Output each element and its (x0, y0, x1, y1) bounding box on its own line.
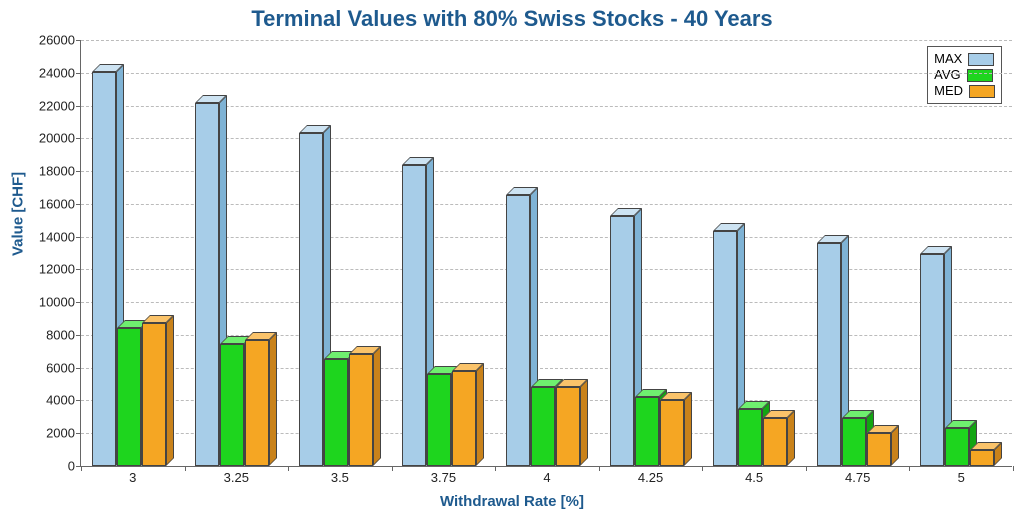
legend-swatch (969, 85, 995, 98)
y-tick-label: 24000 (39, 65, 81, 80)
bar-max (92, 72, 116, 466)
x-tick-label: 3 (129, 466, 136, 485)
bar-max (817, 243, 841, 466)
x-tick-label: 3.25 (224, 466, 249, 485)
y-tick-label: 10000 (39, 295, 81, 310)
x-tick-label: 4.75 (845, 466, 870, 485)
bar-med (349, 354, 373, 466)
x-tick-label: 4.5 (745, 466, 763, 485)
bar-med (245, 340, 269, 466)
bar-med (660, 400, 684, 466)
legend-swatch (968, 53, 994, 66)
y-tick-label: 26000 (39, 33, 81, 48)
bar-max (610, 216, 634, 466)
bar-max (506, 195, 530, 466)
legend-label: AVG (934, 67, 961, 83)
bar-med (763, 418, 787, 466)
plot-area: MAXAVGMED 020004000600080001000012000140… (80, 40, 1012, 467)
y-tick-label: 4000 (46, 393, 81, 408)
x-tick-mark (599, 466, 600, 471)
x-tick-label: 3.75 (431, 466, 456, 485)
legend-item-avg: AVG (934, 67, 995, 83)
x-tick-mark (909, 466, 910, 471)
legend: MAXAVGMED (927, 46, 1002, 104)
bar-avg (324, 359, 348, 466)
y-tick-label: 2000 (46, 426, 81, 441)
x-tick-label: 5 (958, 466, 965, 485)
x-tick-mark (702, 466, 703, 471)
x-tick-label: 3.5 (331, 466, 349, 485)
legend-item-max: MAX (934, 51, 995, 67)
bar-max (299, 133, 323, 466)
bar-avg (220, 344, 244, 466)
x-tick-label: 4.25 (638, 466, 663, 485)
gridline (81, 40, 1012, 41)
x-tick-mark (495, 466, 496, 471)
bar-med (556, 387, 580, 466)
bar-avg (427, 374, 451, 466)
bar-med (970, 450, 994, 466)
bar-avg (117, 328, 141, 466)
y-tick-label: 14000 (39, 229, 81, 244)
bar-avg (842, 418, 866, 466)
y-tick-label: 16000 (39, 196, 81, 211)
chart-container: Terminal Values with 80% Swiss Stocks - … (0, 0, 1024, 512)
legend-label: MED (934, 83, 963, 99)
x-tick-mark (81, 466, 82, 471)
bar-max (920, 254, 944, 466)
legend-label: MAX (934, 51, 962, 67)
bar-med (142, 323, 166, 466)
legend-item-med: MED (934, 83, 995, 99)
y-tick-label: 18000 (39, 164, 81, 179)
bar-max (402, 165, 426, 466)
x-tick-mark (288, 466, 289, 471)
y-tick-label: 8000 (46, 327, 81, 342)
y-tick-label: 6000 (46, 360, 81, 375)
y-axis-label: Value [CHF] (10, 172, 27, 256)
y-tick-label: 22000 (39, 98, 81, 113)
bar-med (867, 433, 891, 466)
legend-swatch (967, 69, 993, 82)
bar-avg (531, 387, 555, 466)
bar-med (452, 371, 476, 466)
gridline (81, 73, 1012, 74)
y-tick-label: 20000 (39, 131, 81, 146)
x-tick-label: 4 (543, 466, 550, 485)
x-tick-mark (185, 466, 186, 471)
bar-max (713, 231, 737, 466)
y-tick-label: 0 (68, 459, 81, 474)
bar-avg (945, 428, 969, 466)
x-tick-mark (392, 466, 393, 471)
y-tick-label: 12000 (39, 262, 81, 277)
x-axis-label: Withdrawal Rate [%] (0, 493, 1024, 510)
x-tick-mark (1013, 466, 1014, 471)
chart-title: Terminal Values with 80% Swiss Stocks - … (0, 6, 1024, 32)
x-tick-mark (806, 466, 807, 471)
bar-avg (635, 397, 659, 466)
bar-avg (738, 409, 762, 466)
bar-max (195, 103, 219, 466)
